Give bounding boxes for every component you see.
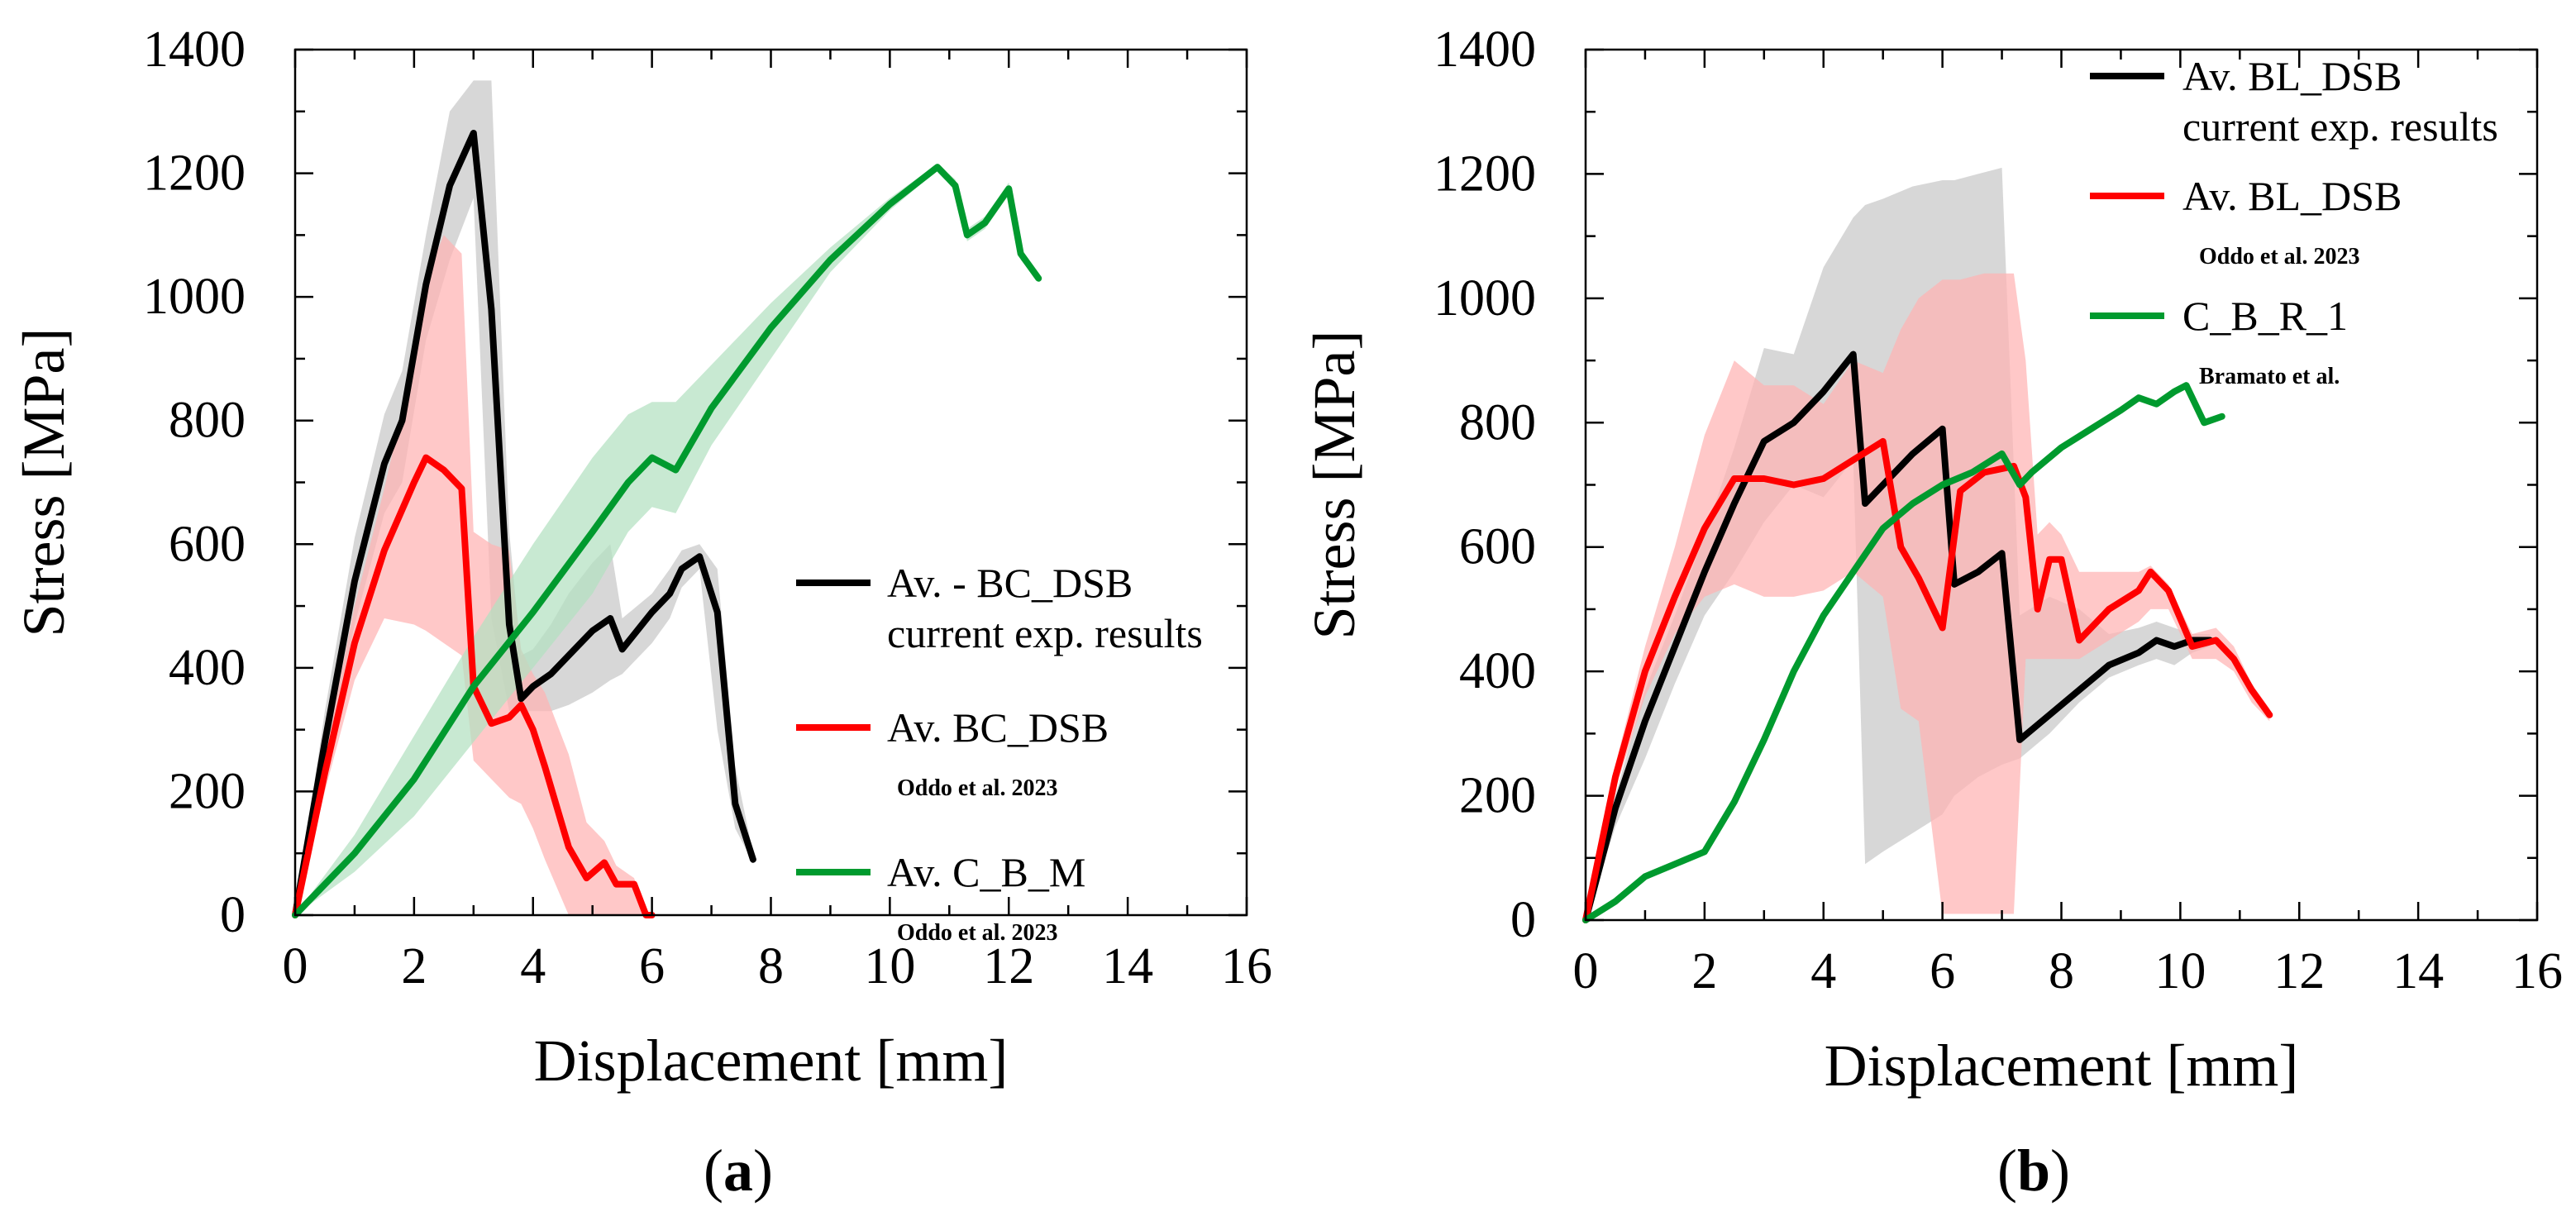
legend-sublabel-2: Bramato et al. [2199, 364, 2340, 389]
x-tick-label: 0 [1573, 943, 1599, 999]
legend-sublabel-0: current exp. results [2182, 103, 2498, 150]
y-tick-label: 600 [169, 516, 246, 572]
panel-b: 0 2 4 6 8 10 12 14 16 0 200 400 600 800 1000 1200 1400 Di… [1301, 21, 2563, 1204]
legend-label-1: Av. BL_DSB [2182, 173, 2402, 219]
y-tick-label: 800 [1459, 394, 1536, 451]
y-tick-label: 1400 [1433, 21, 1536, 78]
x-tick-label: 2 [401, 938, 427, 994]
y-tick-label: 1200 [1433, 145, 1536, 202]
y-axis-title: Stress [MPa] [11, 328, 77, 637]
x-axis-title: Displacement [mm] [1825, 1033, 2299, 1099]
legend-label-0: Av. - BC_DSB [887, 560, 1133, 606]
x-tick-label: 4 [1810, 943, 1836, 999]
y-tick-label: 200 [1459, 768, 1536, 824]
y-tick-label: 0 [220, 887, 246, 943]
legend-label-2: Av. C_B_M [887, 849, 1085, 895]
y-axis-title: Stress [MPa] [1301, 331, 1367, 640]
y-tick-label: 0 [1510, 892, 1536, 948]
y-tick-label: 1000 [143, 269, 246, 325]
x-tick-label: 6 [1930, 943, 1955, 999]
y-tick-label: 600 [1459, 519, 1536, 575]
panel-a: 0 2 4 6 8 10 12 14 16 0 200 400 600 800 1000 1200 1400 Di… [11, 21, 1272, 1204]
y-tick-label: 400 [1459, 643, 1536, 699]
legend-label-1: Av. BC_DSB [887, 704, 1109, 751]
legend-sublabel-2: Oddo et al. 2023 [897, 920, 1057, 946]
x-tick-label: 12 [2273, 943, 2325, 999]
panel-label: (b) [1997, 1138, 2070, 1204]
x-tick-label: 10 [2154, 943, 2206, 999]
series-line-1 [292, 454, 656, 918]
x-tick-label: 16 [2512, 943, 2563, 999]
legend-label-0: Av. BL_DSB [2182, 53, 2402, 99]
x-tick-label: 14 [1102, 938, 1153, 994]
x-tick-label: 12 [983, 938, 1034, 994]
x-tick-label: 2 [1691, 943, 1717, 999]
x-tick-label: 8 [758, 938, 784, 994]
y-tick-label: 1200 [143, 145, 246, 202]
band-2 [295, 164, 1039, 915]
y-tick-label: 400 [169, 640, 246, 696]
series-line-0 [1582, 351, 2214, 923]
legend-sublabel-1: Oddo et al. 2023 [897, 775, 1057, 801]
x-tick-label: 6 [639, 938, 665, 994]
legend-sublabel-0: current exp. results [887, 610, 1203, 656]
x-tick-label: 14 [2392, 943, 2444, 999]
x-tick-label: 16 [1221, 938, 1272, 994]
legend-sublabel-1: Oddo et al. 2023 [2199, 244, 2359, 269]
panel-label: (a) [704, 1138, 773, 1204]
series-line-1 [1582, 437, 2273, 923]
y-tick-label: 1000 [1433, 270, 1536, 327]
y-tick-label: 1400 [143, 21, 246, 78]
series-line-2 [292, 164, 1042, 918]
series-line-0 [292, 129, 756, 918]
x-tick-label: 8 [2049, 943, 2074, 999]
x-tick-label: 4 [520, 938, 546, 994]
x-tick-label: 0 [283, 938, 308, 994]
x-axis-title: Displacement [mm] [534, 1028, 1009, 1094]
y-tick-label: 200 [169, 763, 246, 819]
y-tick-label: 800 [169, 393, 246, 449]
series-line-2 [1582, 382, 2225, 923]
legend-label-2: C_B_R_1 [2182, 293, 2348, 339]
band-1 [295, 235, 652, 915]
x-tick-label: 10 [864, 938, 915, 994]
